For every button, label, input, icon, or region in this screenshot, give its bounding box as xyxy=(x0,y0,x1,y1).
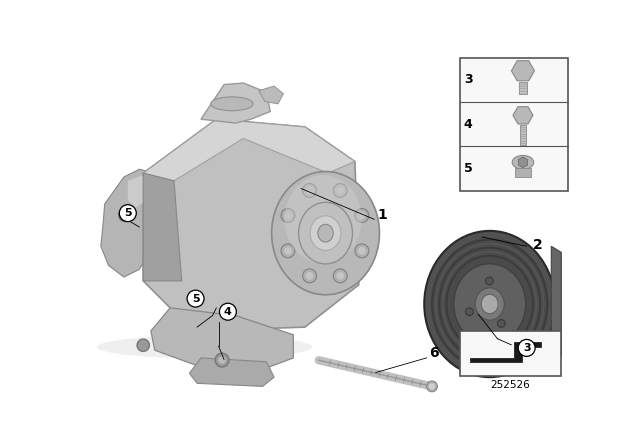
Circle shape xyxy=(303,184,317,198)
Polygon shape xyxy=(143,119,355,181)
Circle shape xyxy=(306,272,314,280)
Text: 252526: 252526 xyxy=(491,380,531,390)
Polygon shape xyxy=(470,342,541,362)
Text: 5: 5 xyxy=(124,208,132,218)
Polygon shape xyxy=(259,86,284,104)
Text: 5: 5 xyxy=(464,162,472,175)
Text: 3: 3 xyxy=(523,343,531,353)
Circle shape xyxy=(281,209,295,222)
Circle shape xyxy=(518,340,535,356)
Ellipse shape xyxy=(97,336,312,358)
Ellipse shape xyxy=(310,216,341,250)
Text: 4: 4 xyxy=(224,307,232,317)
Polygon shape xyxy=(128,176,151,208)
Ellipse shape xyxy=(454,264,525,344)
Polygon shape xyxy=(143,119,359,331)
Ellipse shape xyxy=(285,175,362,263)
Circle shape xyxy=(465,308,473,315)
Circle shape xyxy=(337,272,344,280)
Ellipse shape xyxy=(299,202,353,264)
Bar xyxy=(515,168,531,177)
Circle shape xyxy=(358,211,366,220)
Circle shape xyxy=(306,187,314,194)
Text: 6: 6 xyxy=(429,345,439,359)
Ellipse shape xyxy=(318,224,333,242)
Text: 1: 1 xyxy=(377,208,387,223)
Text: 3: 3 xyxy=(464,73,472,86)
Bar xyxy=(460,58,568,191)
Bar xyxy=(520,125,526,146)
Circle shape xyxy=(497,319,505,327)
Circle shape xyxy=(220,303,236,320)
Ellipse shape xyxy=(512,155,534,169)
Polygon shape xyxy=(201,83,270,123)
Circle shape xyxy=(119,205,136,222)
Circle shape xyxy=(137,339,149,351)
Circle shape xyxy=(284,211,292,220)
Circle shape xyxy=(122,212,128,218)
Ellipse shape xyxy=(211,97,253,111)
Text: 4: 4 xyxy=(464,118,472,131)
Circle shape xyxy=(333,269,347,283)
Circle shape xyxy=(427,381,437,392)
Polygon shape xyxy=(151,308,293,370)
Text: 2: 2 xyxy=(532,238,542,252)
Ellipse shape xyxy=(481,294,498,314)
Circle shape xyxy=(284,247,292,255)
Circle shape xyxy=(281,244,295,258)
Polygon shape xyxy=(143,173,182,281)
Text: 5: 5 xyxy=(192,293,200,304)
Polygon shape xyxy=(101,169,159,277)
Circle shape xyxy=(119,209,131,221)
Circle shape xyxy=(337,187,344,194)
Circle shape xyxy=(218,356,226,364)
Circle shape xyxy=(303,269,317,283)
Circle shape xyxy=(355,244,369,258)
Ellipse shape xyxy=(424,231,555,377)
Circle shape xyxy=(187,290,204,307)
Circle shape xyxy=(358,247,366,255)
Polygon shape xyxy=(551,246,561,362)
Ellipse shape xyxy=(475,288,504,320)
Circle shape xyxy=(486,277,493,285)
Bar xyxy=(519,82,527,94)
Circle shape xyxy=(333,184,347,198)
Bar xyxy=(460,331,561,375)
Circle shape xyxy=(215,353,229,367)
Polygon shape xyxy=(189,358,274,386)
Ellipse shape xyxy=(271,172,380,295)
Circle shape xyxy=(355,209,369,222)
Circle shape xyxy=(429,383,435,389)
